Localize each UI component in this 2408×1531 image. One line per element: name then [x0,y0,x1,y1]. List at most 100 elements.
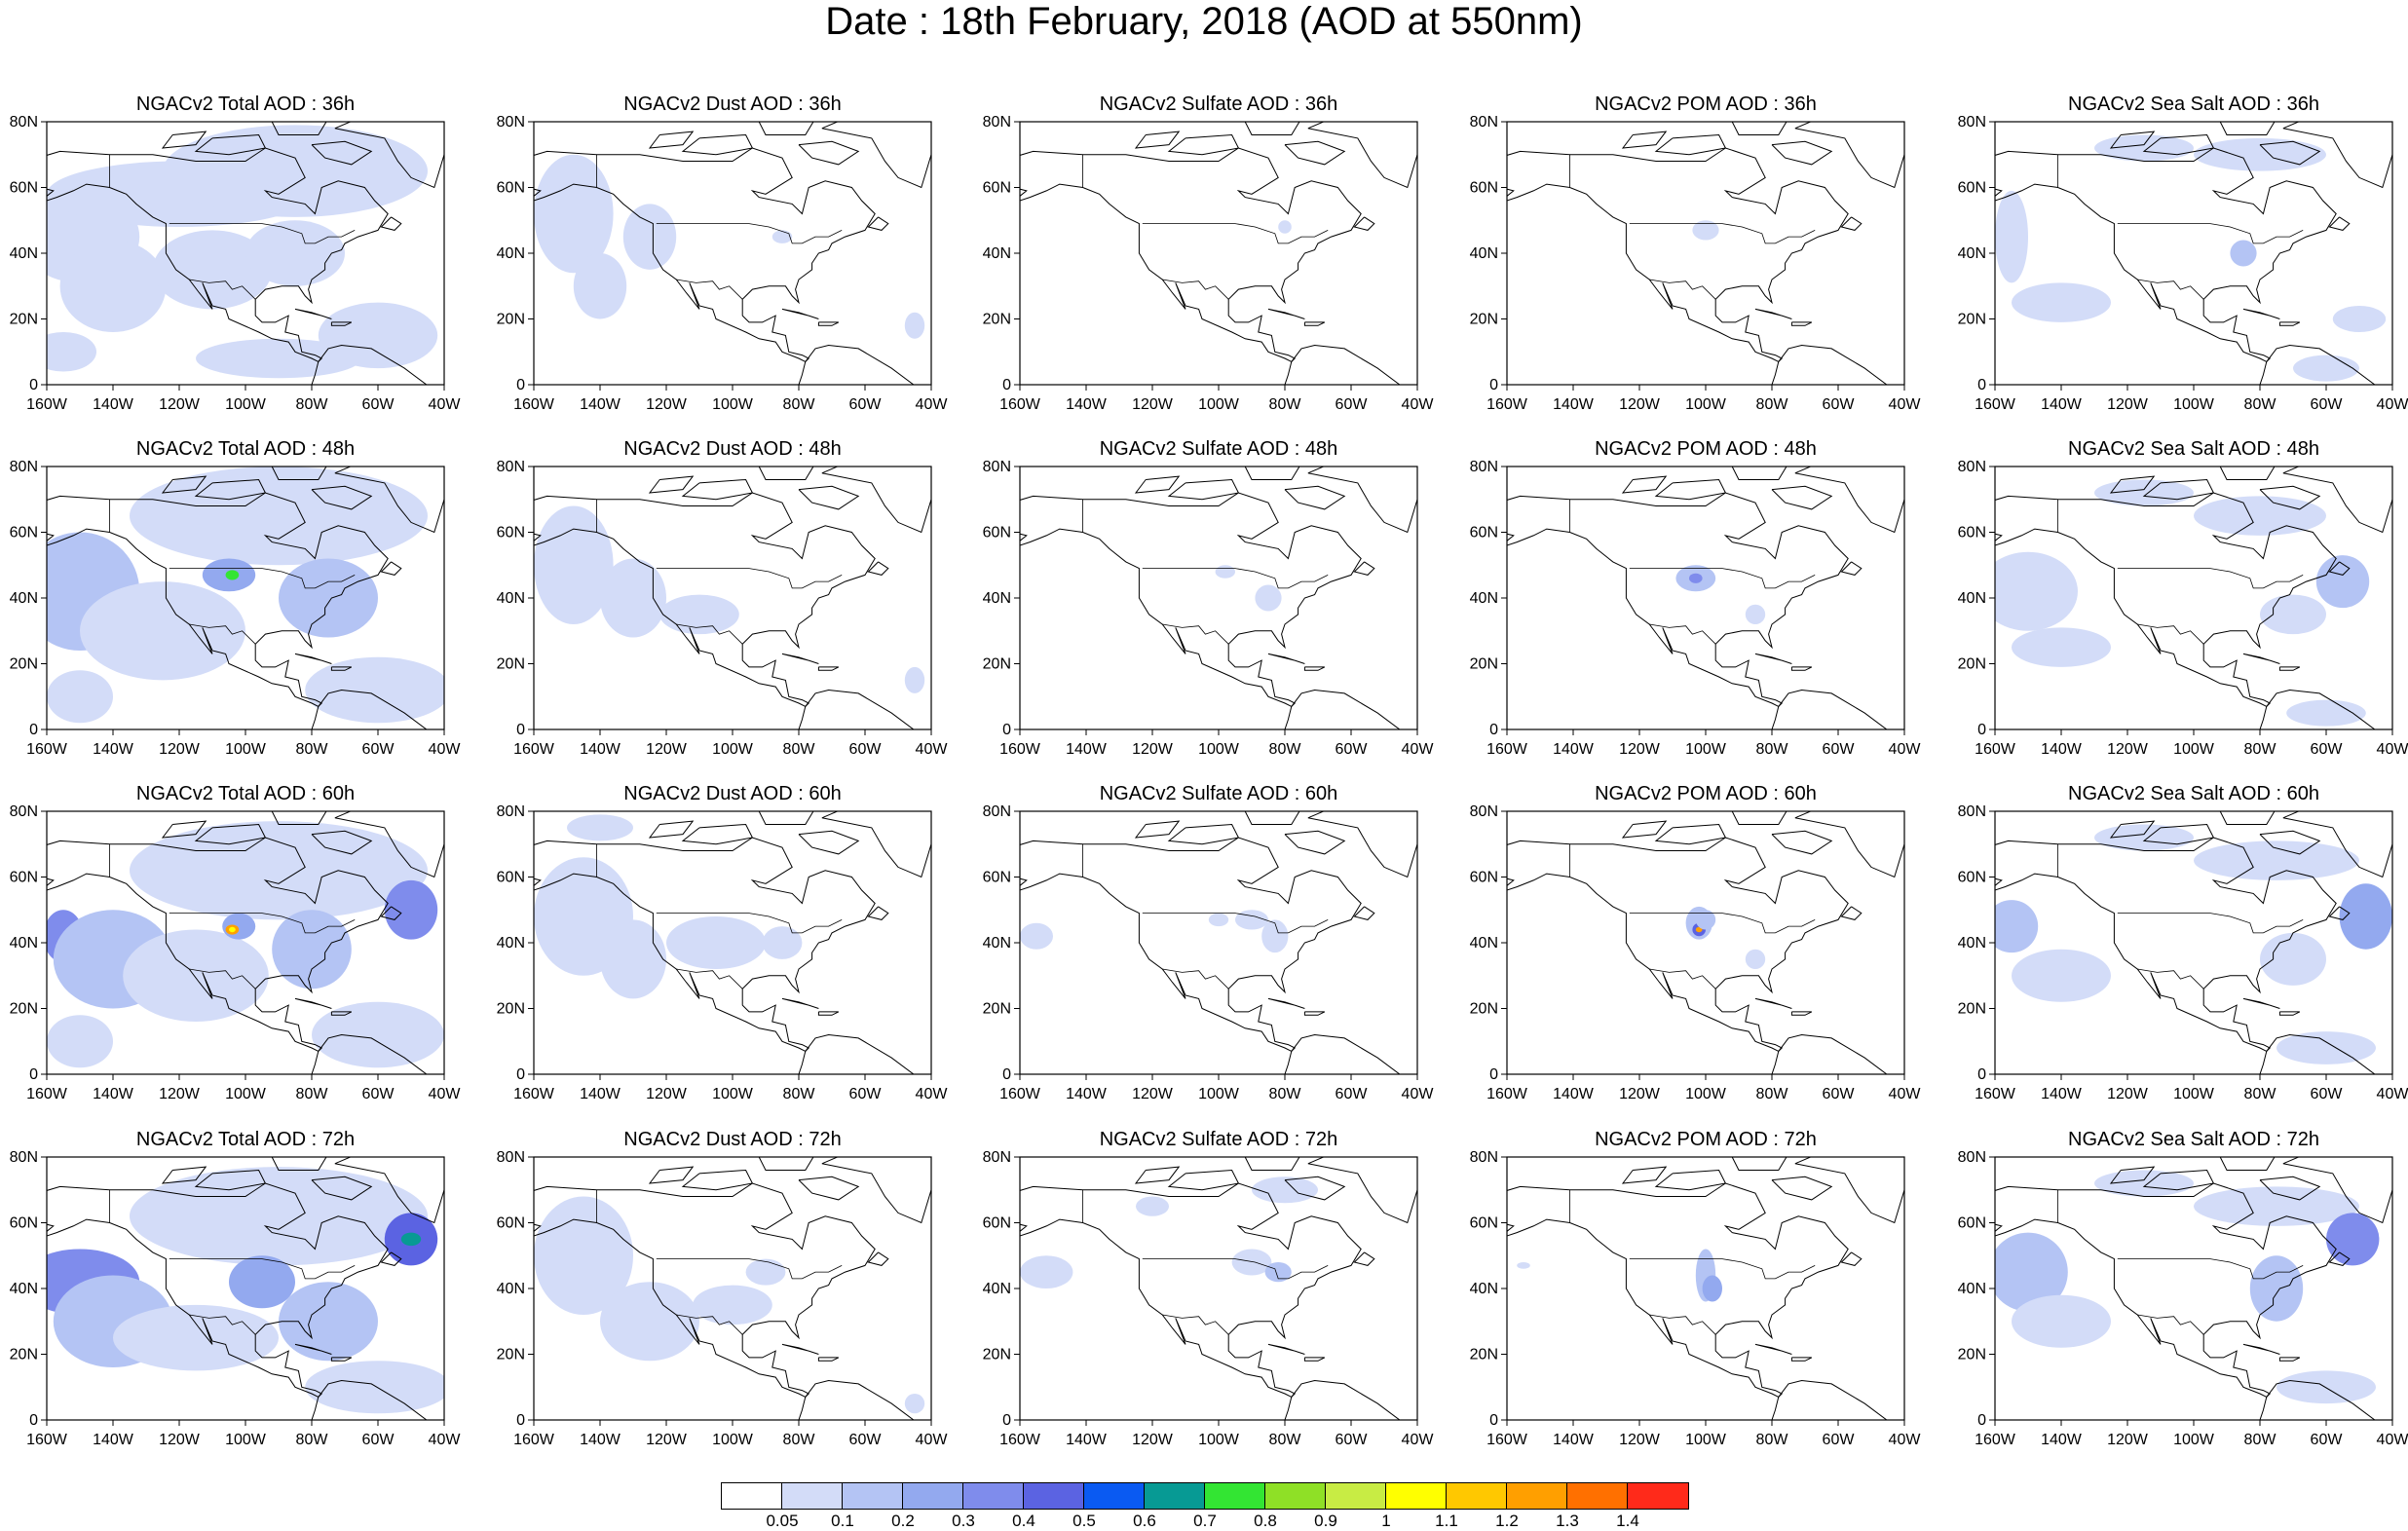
map-background [1020,811,1417,1074]
coastline [1267,1343,1305,1355]
x-tick-label: 140W [580,741,621,758]
colorbar-label: 0.4 [1012,1512,1035,1530]
coastline [1020,147,1362,363]
x-tick-label: 100W [712,1432,754,1448]
coastline [1353,1251,1375,1266]
y-tick-label: 60N [10,525,38,541]
x-tick-label: 40W [429,1086,462,1102]
coastline [2109,131,2156,149]
country-border [676,279,743,300]
panel-title: NGACv2 Sea Salt AOD : 48h [2068,438,2319,460]
coastline [781,1343,819,1355]
y-tick-label: 40N [983,935,1011,952]
x-tick-label: 140W [2041,1432,2083,1448]
coastline [1284,830,1346,855]
coastline [798,140,860,166]
coastline [1731,122,1787,135]
country-border [1142,223,1329,244]
y-tick-label: 0 [1977,722,1986,738]
country-border [2117,223,2304,244]
map-panel-total-48h: NGACv2 Total AOD : 48h 160W 140W 120W 100W 80… [10,438,462,758]
x-tick-label: 40W [2377,396,2408,413]
x-tick-label: 100W [1685,1086,1727,1102]
y-tick-label: 60N [1958,180,1986,197]
panel-title: NGACv2 Sulfate AOD : 60h [1100,783,1338,804]
coastline [2219,1157,2276,1171]
x-tick-label: 100W [1685,741,1727,758]
coastline [1284,689,1417,729]
x-tick-label: 120W [646,1086,688,1102]
panel-title: NGACv2 Sulfate AOD : 48h [1100,438,1338,460]
x-tick-label: 60W [849,396,883,413]
country-border [1649,279,1716,300]
coastline [294,1343,332,1355]
aod-field [279,1282,378,1362]
coastline [867,216,889,231]
y-tick-label: 0 [1002,377,1011,393]
coastline [271,1157,327,1171]
panel-title: NGACv2 Dust AOD : 48h [623,438,841,460]
coastline [1303,321,1326,326]
map-panel-total-72h: NGACv2 Total AOD : 72h 160W 140W 120W 100W 80… [10,1129,462,1448]
coastline [817,321,840,326]
x-tick-label: 120W [2107,396,2149,413]
coastline [271,467,327,480]
map-panel-pom-60h: NGACv2 POM AOD : 60h 160W 140W 120W 100W 80W 6… [1470,783,1922,1102]
aod-field [2094,134,2194,162]
coastline [380,561,402,576]
coastline [161,820,207,839]
y-tick-label: 60N [1470,180,1498,197]
coastline [867,906,889,920]
aod-field [1995,190,2028,283]
x-tick-label: 140W [2041,1086,2083,1102]
aod-field [305,1361,444,1414]
coastline [1353,216,1375,231]
map-panel-dust-72h: NGACv2 Dust AOD : 72h 160W 140W 120W 100W 80W… [497,1129,949,1448]
aod-field [2315,555,2370,609]
colorbar-segment [1447,1483,1507,1509]
coastline [334,122,444,189]
coastline [2242,1343,2280,1355]
coastline [1790,1011,1813,1016]
coastline [1134,131,1181,149]
coastline [1840,561,1862,576]
map-panel-pom-72h: NGACv2 POM AOD : 72h 160W 140W 120W 100W 80W 6… [1470,1129,1922,1448]
coastline [1267,997,1305,1009]
x-tick-label: 60W [2311,396,2344,413]
country-border [656,223,843,244]
coastline [681,133,754,156]
aod-field [152,230,273,310]
y-tick-label: 60N [1470,1215,1498,1232]
aod-field [1231,1249,1272,1276]
coastline [1771,344,1904,385]
country-border [1142,913,1329,934]
y-tick-label: 40N [497,1281,525,1297]
coastline [1507,492,1849,708]
x-tick-label: 120W [159,396,201,413]
coastline [758,122,814,135]
x-tick-label: 100W [1198,1432,1240,1448]
x-tick-label: 80W [783,1432,816,1448]
x-tick-label: 40W [1402,396,1435,413]
x-tick-label: 140W [2041,741,2083,758]
coastline [161,475,207,494]
coastline [1771,689,1904,729]
coastline [380,1251,402,1266]
coastline [1654,133,1727,156]
y-tick-label: 80N [497,803,525,820]
panel-title: NGACv2 POM AOD : 36h [1595,93,1817,115]
country-border [1649,623,1716,645]
x-tick-label: 160W [513,741,555,758]
aod-field [904,1394,925,1414]
coastline [294,997,332,1009]
coastline [798,344,931,385]
aod-field [2326,1213,2380,1266]
coastline [1731,1157,1787,1171]
coastline [2259,830,2321,855]
map-panel-total-60h: NGACv2 Total AOD : 60h 160W 140W 120W 100W 80… [10,783,462,1102]
coastline [1507,147,1849,363]
x-tick-label: 140W [1553,741,1595,758]
coastline [1020,1182,1362,1399]
y-tick-label: 60N [983,180,1011,197]
x-tick-label: 120W [2107,1086,2149,1102]
